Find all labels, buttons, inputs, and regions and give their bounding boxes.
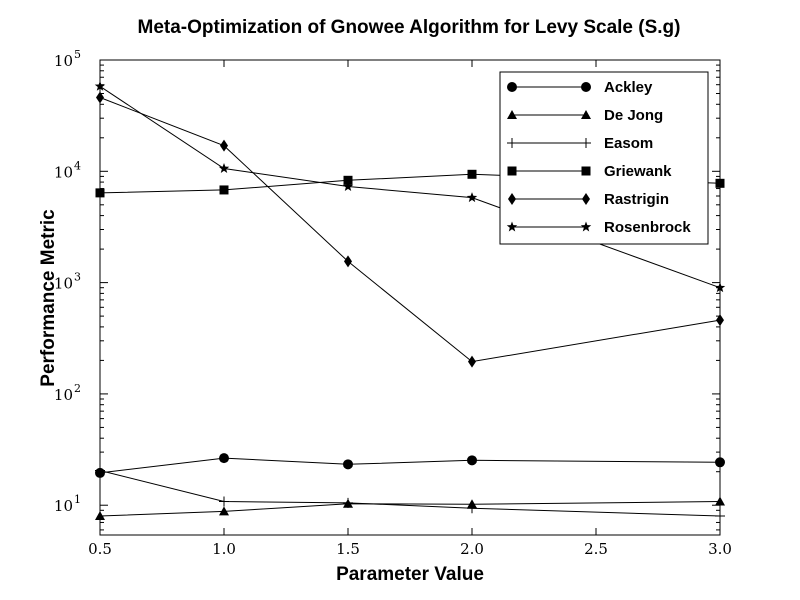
series-de-jong [95, 496, 725, 521]
x-tick-label: 2.5 [584, 540, 608, 558]
x-tick-label: 1.5 [336, 540, 360, 558]
y-tick-label: 10 2 [54, 382, 81, 404]
y-tick-exponent: 2 [74, 382, 81, 395]
data-point-easom [95, 465, 105, 476]
legend-marker [581, 82, 591, 92]
y-axis-label: Performance Metric [38, 209, 59, 387]
legend-entry-de-jong: De Jong [507, 107, 663, 124]
x-tick-label: 3.0 [708, 540, 732, 558]
data-point-rosenbrock [94, 80, 106, 91]
legend-marker [581, 110, 591, 119]
data-point-ackley [343, 459, 353, 470]
legend-label-rosenbrock: Rosenbrock [604, 219, 691, 236]
y-tick-label: 10 1 [54, 493, 81, 515]
data-point-rosenbrock [342, 181, 354, 191]
legend-marker [508, 193, 516, 205]
y-tick-base: 10 [54, 497, 73, 515]
data-point-easom [715, 511, 725, 522]
legend-marker [506, 221, 518, 232]
data-point-griewank [467, 169, 477, 179]
legend-box [499, 71, 709, 245]
y-tick-base: 10 [54, 386, 73, 404]
legend-label-rastrigin: Rastrigin [604, 191, 669, 208]
legend-marker [581, 138, 591, 148]
legend-marker [507, 110, 517, 119]
legend-entry-griewank: Griewank [507, 163, 672, 180]
data-point-easom [343, 497, 353, 508]
legend-label-griewank: Griewank [604, 163, 672, 180]
series-rastrigin [96, 91, 724, 368]
legend-entry-rosenbrock: Rosenbrock [506, 219, 691, 236]
series-easom [95, 465, 725, 522]
legend-entry-easom: Easom [507, 135, 653, 152]
x-axis-label: Parameter Value [336, 564, 484, 585]
legend-marker [507, 166, 517, 176]
data-point-ackley [219, 453, 229, 464]
data-point-rastrigin [344, 255, 352, 268]
legend-entry-ackley: Ackley [507, 79, 653, 96]
series-line-de-jong [99, 501, 721, 517]
data-point-rastrigin [716, 314, 724, 327]
data-point-ackley [715, 457, 725, 468]
data-point-griewank [715, 178, 725, 188]
legend-label-ackley: Ackley [604, 79, 653, 96]
data-point-de-jong [715, 496, 725, 506]
data-point-rosenbrock [466, 192, 478, 203]
y-tick-exponent: 4 [74, 159, 81, 172]
legend-label-de-jong: De Jong [604, 107, 663, 124]
legend-marker [582, 193, 590, 205]
data-point-rastrigin [468, 355, 476, 368]
y-tick-base: 10 [54, 163, 73, 181]
y-tick-label: 10 3 [54, 271, 81, 293]
legend-marker [580, 221, 592, 232]
data-point-ackley [467, 455, 477, 466]
legend-entry-rastrigin: Rastrigin [508, 191, 669, 208]
data-point-griewank [343, 175, 353, 185]
y-tick-base: 10 [54, 275, 73, 293]
series-ackley [95, 453, 725, 478]
series-line-ackley [99, 457, 721, 474]
legend-label-easom: Easom [604, 135, 653, 152]
x-tick-label: 2.0 [460, 540, 484, 558]
y-tick-exponent: 1 [74, 493, 81, 506]
y-tick-exponent: 3 [74, 271, 81, 284]
legend-marker [507, 82, 517, 92]
y-tick-label: 10 5 [54, 48, 81, 70]
plot-frame [99, 59, 721, 536]
y-tick-exponent: 5 [74, 48, 81, 61]
data-point-rosenbrock [714, 282, 726, 293]
legend-marker [507, 138, 517, 148]
chart-title: Meta-Optimization of Gnowee Algorithm fo… [138, 17, 681, 38]
x-tick-label: 0.5 [88, 540, 112, 558]
y-tick-base: 10 [54, 52, 73, 70]
data-point-griewank [219, 185, 229, 195]
data-point-de-jong [219, 506, 229, 516]
y-tick-label: 10 4 [54, 159, 81, 181]
data-point-rastrigin [220, 139, 228, 152]
data-point-de-jong [95, 511, 105, 521]
x-tick-label: 1.0 [212, 540, 236, 558]
data-point-easom [467, 503, 477, 514]
legend: Ackley De Jong Easom Griewank Rastrigin Rosen… [499, 71, 709, 245]
data-point-rastrigin [96, 91, 104, 104]
data-point-rosenbrock [218, 162, 230, 173]
legend-marker [581, 166, 591, 176]
data-point-easom [219, 496, 229, 507]
series-line-easom [99, 470, 721, 517]
data-point-griewank [95, 188, 105, 198]
